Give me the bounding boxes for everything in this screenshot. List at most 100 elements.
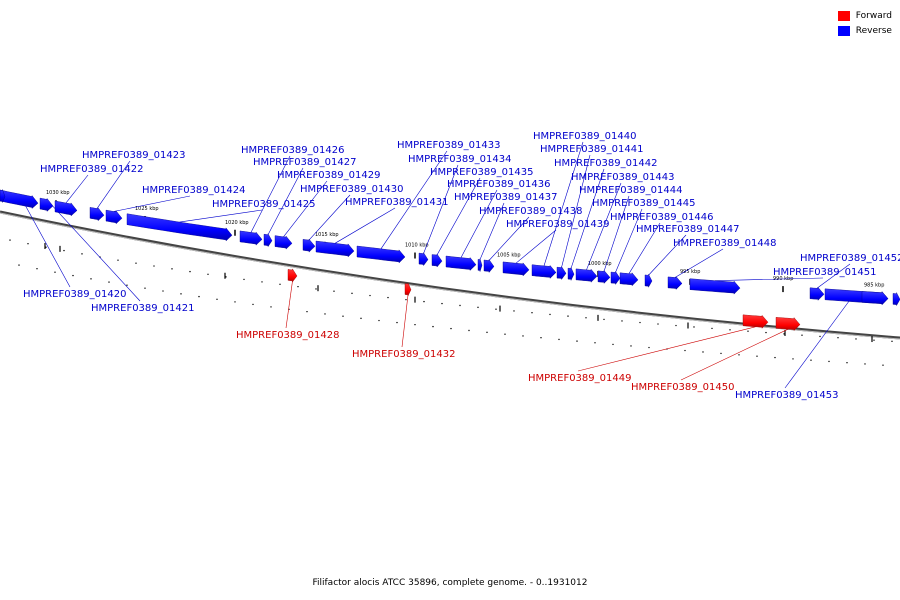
gene-arrow-HMPREF0389_01421[interactable] [39,197,54,212]
gene-arrow-unlabeled[interactable] [892,292,900,307]
gene-label-HMPREF0389_01447[interactable]: HMPREF0389_01447 [636,224,739,235]
gene-label-HMPREF0389_01452[interactable]: HMPREF0389_01452 [800,253,900,264]
gene-label-HMPREF0389_01434[interactable]: HMPREF0389_01434 [408,154,511,165]
gene-label-HMPREF0389_01453[interactable]: HMPREF0389_01453 [735,390,838,401]
gene-label-HMPREF0389_01445[interactable]: HMPREF0389_01445 [592,198,695,209]
gene-label-HMPREF0389_01423[interactable]: HMPREF0389_01423 [82,150,185,161]
ruler-dot [72,274,74,277]
gene-label-HMPREF0389_01438[interactable]: HMPREF0389_01438 [479,206,582,217]
gene-arrow-HMPREF0389_01438[interactable] [483,258,495,274]
gene-label-HMPREF0389_01443[interactable]: HMPREF0389_01443 [571,172,674,183]
gene-arrow-HMPREF0389_01436[interactable] [445,255,477,271]
gene-label-HMPREF0389_01432[interactable]: HMPREF0389_01432 [352,349,455,360]
gene-label-HMPREF0389_01444[interactable]: HMPREF0389_01444 [579,185,682,196]
gene-label-HMPREF0389_01428[interactable]: HMPREF0389_01428 [236,330,339,341]
ruler-dot [423,300,425,303]
gene-label-HMPREF0389_01437[interactable]: HMPREF0389_01437 [454,192,557,203]
leader-line [460,189,498,258]
ruler-dot [801,334,803,336]
gene-arrow-HMPREF0389_01451[interactable] [689,278,741,295]
gene-arrow-HMPREF0389_01432[interactable] [404,282,412,296]
leader-line [18,193,71,288]
gene-arrow-HMPREF0389_01447[interactable] [644,274,653,288]
gene-arrow-HMPREF0389_01445[interactable] [610,270,621,286]
gene-label-HMPREF0389_01422[interactable]: HMPREF0389_01422 [40,164,143,175]
gene-arrow-HMPREF0389_01448[interactable] [667,275,683,290]
gene-arrow-unlabeled[interactable] [0,189,6,203]
gene-arrow-HMPREF0389_01424[interactable] [105,209,123,225]
gene-label-HMPREF0389_01424[interactable]: HMPREF0389_01424 [142,185,245,196]
leader-line [308,194,351,241]
gene-arrow-HMPREF0389_01437[interactable] [477,258,483,272]
ruler-dot [216,298,218,300]
leader-line [628,222,661,274]
gene-arrow-HMPREF0389_01452[interactable] [809,286,825,301]
ruler-dot [648,346,650,349]
gene-arrow-HMPREF0389_01439[interactable] [502,261,530,277]
gene-arrow-HMPREF0389_01420[interactable] [0,189,39,209]
gene-label-HMPREF0389_01448[interactable]: HMPREF0389_01448 [673,238,776,249]
gene-arrow-HMPREF0389_01429[interactable] [274,235,293,250]
ruler-dot [513,310,515,312]
gene-arrow-HMPREF0389_01435[interactable] [431,253,443,268]
gene-label-HMPREF0389_01436[interactable]: HMPREF0389_01436 [447,179,550,190]
gene-label-HMPREF0389_01420[interactable]: HMPREF0389_01420 [23,289,126,300]
gene-label-HMPREF0389_01430[interactable]: HMPREF0389_01430 [300,184,403,195]
ruler-dot [873,339,875,341]
legend-reverse-label: Reverse [855,25,892,36]
ruler-dot [207,273,209,275]
gene-arrow-HMPREF0389_01430[interactable] [302,238,316,253]
gene-label-HMPREF0389_01450[interactable]: HMPREF0389_01450 [631,382,734,393]
gene-label-HMPREF0389_01435[interactable]: HMPREF0389_01435 [430,167,533,178]
ruler-dot [306,310,308,313]
gene-label-HMPREF0389_01446[interactable]: HMPREF0389_01446 [610,212,713,223]
scale-tick-label: 1020 kbp [225,220,249,226]
gene-arrow-HMPREF0389_01441[interactable] [556,265,567,281]
gene-arrow-HMPREF0389_01449[interactable] [742,314,769,329]
ruler-dot [477,306,479,309]
gene-arrow-HMPREF0389_01442[interactable] [567,267,575,281]
gene-label-HMPREF0389_01426[interactable]: HMPREF0389_01426 [241,145,344,156]
ruler-dot [450,327,452,330]
gene-label-HMPREF0389_01440[interactable]: HMPREF0389_01440 [533,131,636,142]
gene-label-HMPREF0389_01425[interactable]: HMPREF0389_01425 [212,199,315,210]
gene-arrow-HMPREF0389_01428[interactable] [287,268,298,283]
ruler-dot [432,325,434,328]
gene-label-HMPREF0389_01427[interactable]: HMPREF0389_01427 [253,157,356,168]
gene-label-HMPREF0389_01451[interactable]: HMPREF0389_01451 [773,267,876,278]
gene-label-HMPREF0389_01431[interactable]: HMPREF0389_01431 [345,197,448,208]
gene-arrow-HMPREF0389_01426[interactable] [239,230,263,246]
gene-arrow-HMPREF0389_01433[interactable] [356,245,406,264]
ruler-dot [342,315,344,317]
leader-line [96,160,131,209]
gene-label-HMPREF0389_01421[interactable]: HMPREF0389_01421 [91,303,194,314]
gene-arrow-HMPREF0389_01422[interactable] [54,200,78,217]
gene-label-HMPREF0389_01433[interactable]: HMPREF0389_01433 [397,140,500,151]
gene-label-HMPREF0389_01449[interactable]: HMPREF0389_01449 [528,373,631,384]
leader-line [380,150,448,249]
genome-caption: Filifactor alocis ATCC 35896, complete g… [312,578,588,588]
gene-arrow-HMPREF0389_01434[interactable] [418,251,429,267]
gene-arrow-HMPREF0389_01431[interactable] [315,240,355,258]
ruler-dot [792,358,794,360]
gene-arrow-HMPREF0389_01446[interactable] [619,272,639,287]
gene-arrow-HMPREF0389_01450[interactable] [775,317,801,332]
leader-line [267,167,304,235]
gene-arrow-HMPREF0389_01444[interactable] [597,269,611,284]
ruler-dot [135,262,137,264]
leader-line [488,216,530,261]
gene-label-HMPREF0389_01439[interactable]: HMPREF0389_01439 [506,219,609,230]
leader-line [334,207,396,244]
gene-arrow-unlabeled[interactable] [861,291,889,306]
gene-arrow-HMPREF0389_01427[interactable] [263,232,273,248]
gene-arrow-HMPREF0389_01440[interactable] [531,264,557,279]
ruler-dot [45,246,47,248]
gene-features [0,189,900,332]
gene-arrow-HMPREF0389_01423[interactable] [89,207,105,222]
gene-label-HMPREF0389_01442[interactable]: HMPREF0389_01442 [554,158,657,169]
gene-label-HMPREF0389_01441[interactable]: HMPREF0389_01441 [540,144,643,155]
gene-arrow-HMPREF0389_01443[interactable] [575,268,598,283]
gene-arrow-HMPREF0389_01425[interactable] [126,213,233,242]
gene-label-HMPREF0389_01429[interactable]: HMPREF0389_01429 [277,170,380,181]
